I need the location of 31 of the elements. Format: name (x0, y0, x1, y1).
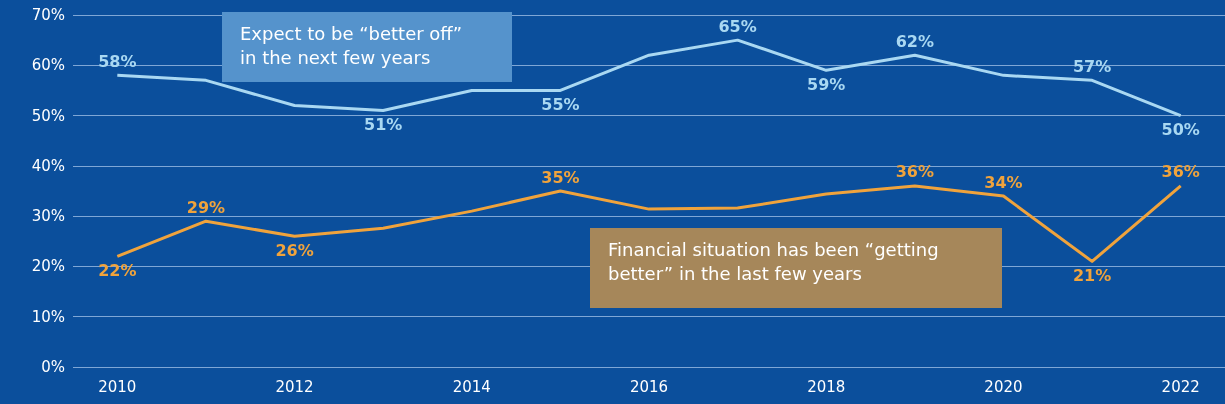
y-tick-label: 10% (31, 307, 65, 326)
x-tick-label: 2014 (452, 377, 491, 396)
data-label: 34% (984, 172, 1023, 192)
x-tick-label: 2022 (1161, 377, 1200, 396)
y-tick-label: 0% (41, 358, 65, 376)
y-tick-label: 60% (31, 56, 65, 75)
data-label: 36% (1161, 162, 1200, 182)
y-tick-label: 40% (31, 156, 65, 175)
x-tick-label: 2020 (984, 377, 1023, 396)
y-tick-label: 20% (31, 257, 65, 276)
x-tick-label: 2010 (98, 377, 137, 396)
x-tick-label: 2016 (629, 377, 669, 396)
data-label: 50% (1161, 120, 1200, 140)
data-label: 21% (1072, 265, 1112, 285)
x-tick-label: 2012 (275, 377, 314, 396)
data-label: 35% (541, 167, 580, 187)
y-tick-label: 50% (31, 106, 65, 125)
y-tick-label: 30% (31, 207, 65, 226)
data-label: 62% (895, 31, 934, 51)
data-label: 65% (718, 16, 757, 36)
data-label: 26% (275, 240, 314, 260)
data-label: 59% (807, 74, 846, 94)
data-label: 22% (98, 260, 137, 280)
x-tick-label: 2018 (807, 377, 846, 396)
note-text: Expect to be “better off” in the next few years (240, 22, 464, 70)
data-label: 55% (541, 94, 580, 114)
y-tick-label: 70% (31, 6, 65, 24)
note-text: Financial situation has been “getting better” in the last few years (608, 238, 940, 286)
data-label: 51% (364, 115, 403, 135)
data-label: 29% (186, 197, 226, 217)
data-label: 36% (895, 162, 934, 182)
